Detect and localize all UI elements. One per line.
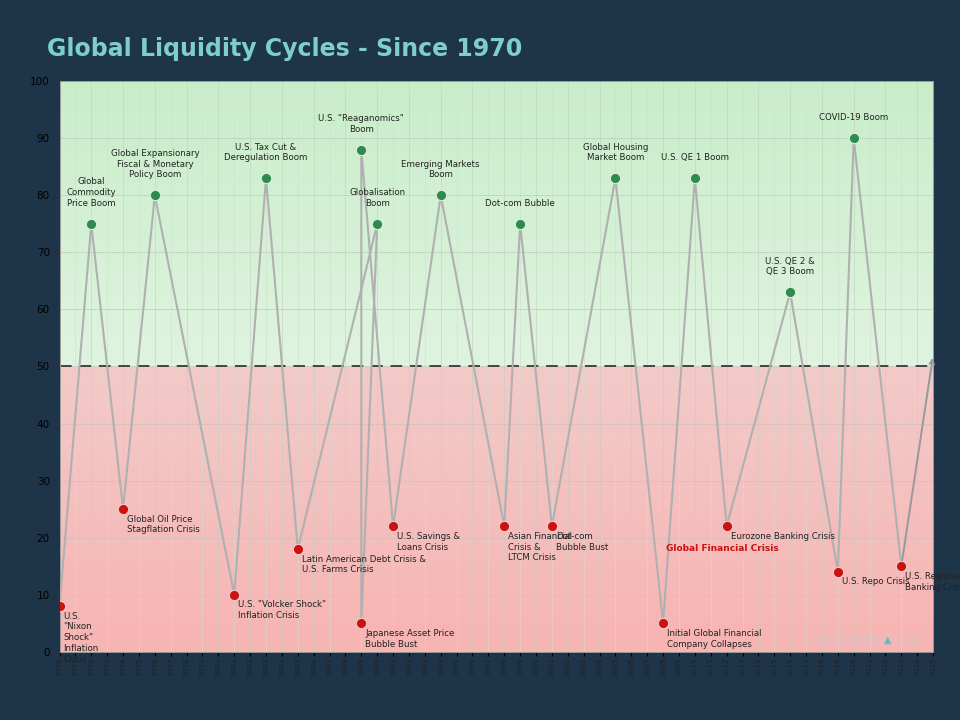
Point — [496, 521, 512, 532]
Point — [656, 617, 671, 629]
Text: U.S. "Reaganomics"
Boom: U.S. "Reaganomics" Boom — [319, 114, 404, 134]
Point — [227, 589, 242, 600]
Text: Global Liquidity Cycles - Since 1970: Global Liquidity Cycles - Since 1970 — [47, 37, 522, 61]
Point — [687, 173, 703, 184]
Text: U.S. Savings &
Loans Crisis: U.S. Savings & Loans Crisis — [397, 532, 460, 552]
Text: Global Expansionary
Fiscal & Monetary
Policy Boom: Global Expansionary Fiscal & Monetary Po… — [110, 149, 199, 179]
Point — [258, 173, 274, 184]
Text: U.S. QE 1 Boom: U.S. QE 1 Boom — [660, 153, 729, 162]
Text: Emerging Markets
Boom: Emerging Markets Boom — [401, 160, 480, 179]
Text: Global Housing
Market Boom: Global Housing Market Boom — [583, 143, 648, 162]
Text: Dot-com
Bubble Bust: Dot-com Bubble Bust — [556, 532, 609, 552]
Point — [370, 218, 385, 230]
Text: U.S.
"Nixon
Shock"
Inflation
Crisis: U.S. "Nixon Shock" Inflation Crisis — [63, 612, 99, 664]
Text: Japanese Asset Price
Bubble Bust: Japanese Asset Price Bubble Bust — [366, 629, 455, 649]
Text: Eurozone Banking Crisis: Eurozone Banking Crisis — [731, 532, 834, 541]
Point — [433, 189, 448, 201]
Text: Latin American Debt Crisis &
U.S. Farms Crisis: Latin American Debt Crisis & U.S. Farms … — [301, 554, 425, 575]
Point — [719, 521, 734, 532]
Point — [115, 503, 131, 515]
Text: U.S. Repo Crisis: U.S. Repo Crisis — [842, 577, 909, 587]
Point — [353, 617, 369, 629]
Text: Dot-com Bubble: Dot-com Bubble — [485, 199, 555, 208]
Point — [830, 566, 846, 577]
Point — [894, 560, 909, 572]
Point — [608, 173, 623, 184]
Point — [52, 600, 67, 612]
Point — [147, 189, 162, 201]
Point — [846, 132, 861, 144]
Point — [782, 287, 798, 298]
Point — [353, 144, 369, 156]
Point — [544, 521, 560, 532]
Point — [84, 218, 99, 230]
Text: COVID-19 Boom: COVID-19 Boom — [819, 114, 888, 122]
Point — [385, 521, 400, 532]
Point — [290, 543, 305, 554]
Text: U.S. "Volcker Shock"
Inflation Crisis: U.S. "Volcker Shock" Inflation Crisis — [238, 600, 326, 620]
Text: U.S. QE 2 &
QE 3 Boom: U.S. QE 2 & QE 3 Boom — [765, 256, 815, 276]
Text: ▲: ▲ — [884, 635, 891, 644]
Text: Global Financial Crisis: Global Financial Crisis — [666, 544, 779, 554]
Text: AINSLIECRYPTO.COM.AU: AINSLIECRYPTO.COM.AU — [800, 636, 920, 644]
Text: Asian Financial
Crisis &
LTCM Crisis: Asian Financial Crisis & LTCM Crisis — [508, 532, 572, 562]
Text: U.S. Tax Cut &
Deregulation Boom: U.S. Tax Cut & Deregulation Boom — [225, 143, 308, 162]
Point — [513, 218, 528, 230]
Text: Global Oil Price
Stagflation Crisis: Global Oil Price Stagflation Crisis — [127, 515, 200, 534]
Text: Global
Commodity
Price Boom: Global Commodity Price Boom — [66, 177, 116, 208]
Text: Globalisation
Boom: Globalisation Boom — [349, 188, 405, 208]
Text: Initial Global Financial
Company Collapses: Initial Global Financial Company Collaps… — [667, 629, 761, 649]
Text: U.S. Regional
Banking Crisis: U.S. Regional Banking Crisis — [905, 572, 960, 592]
